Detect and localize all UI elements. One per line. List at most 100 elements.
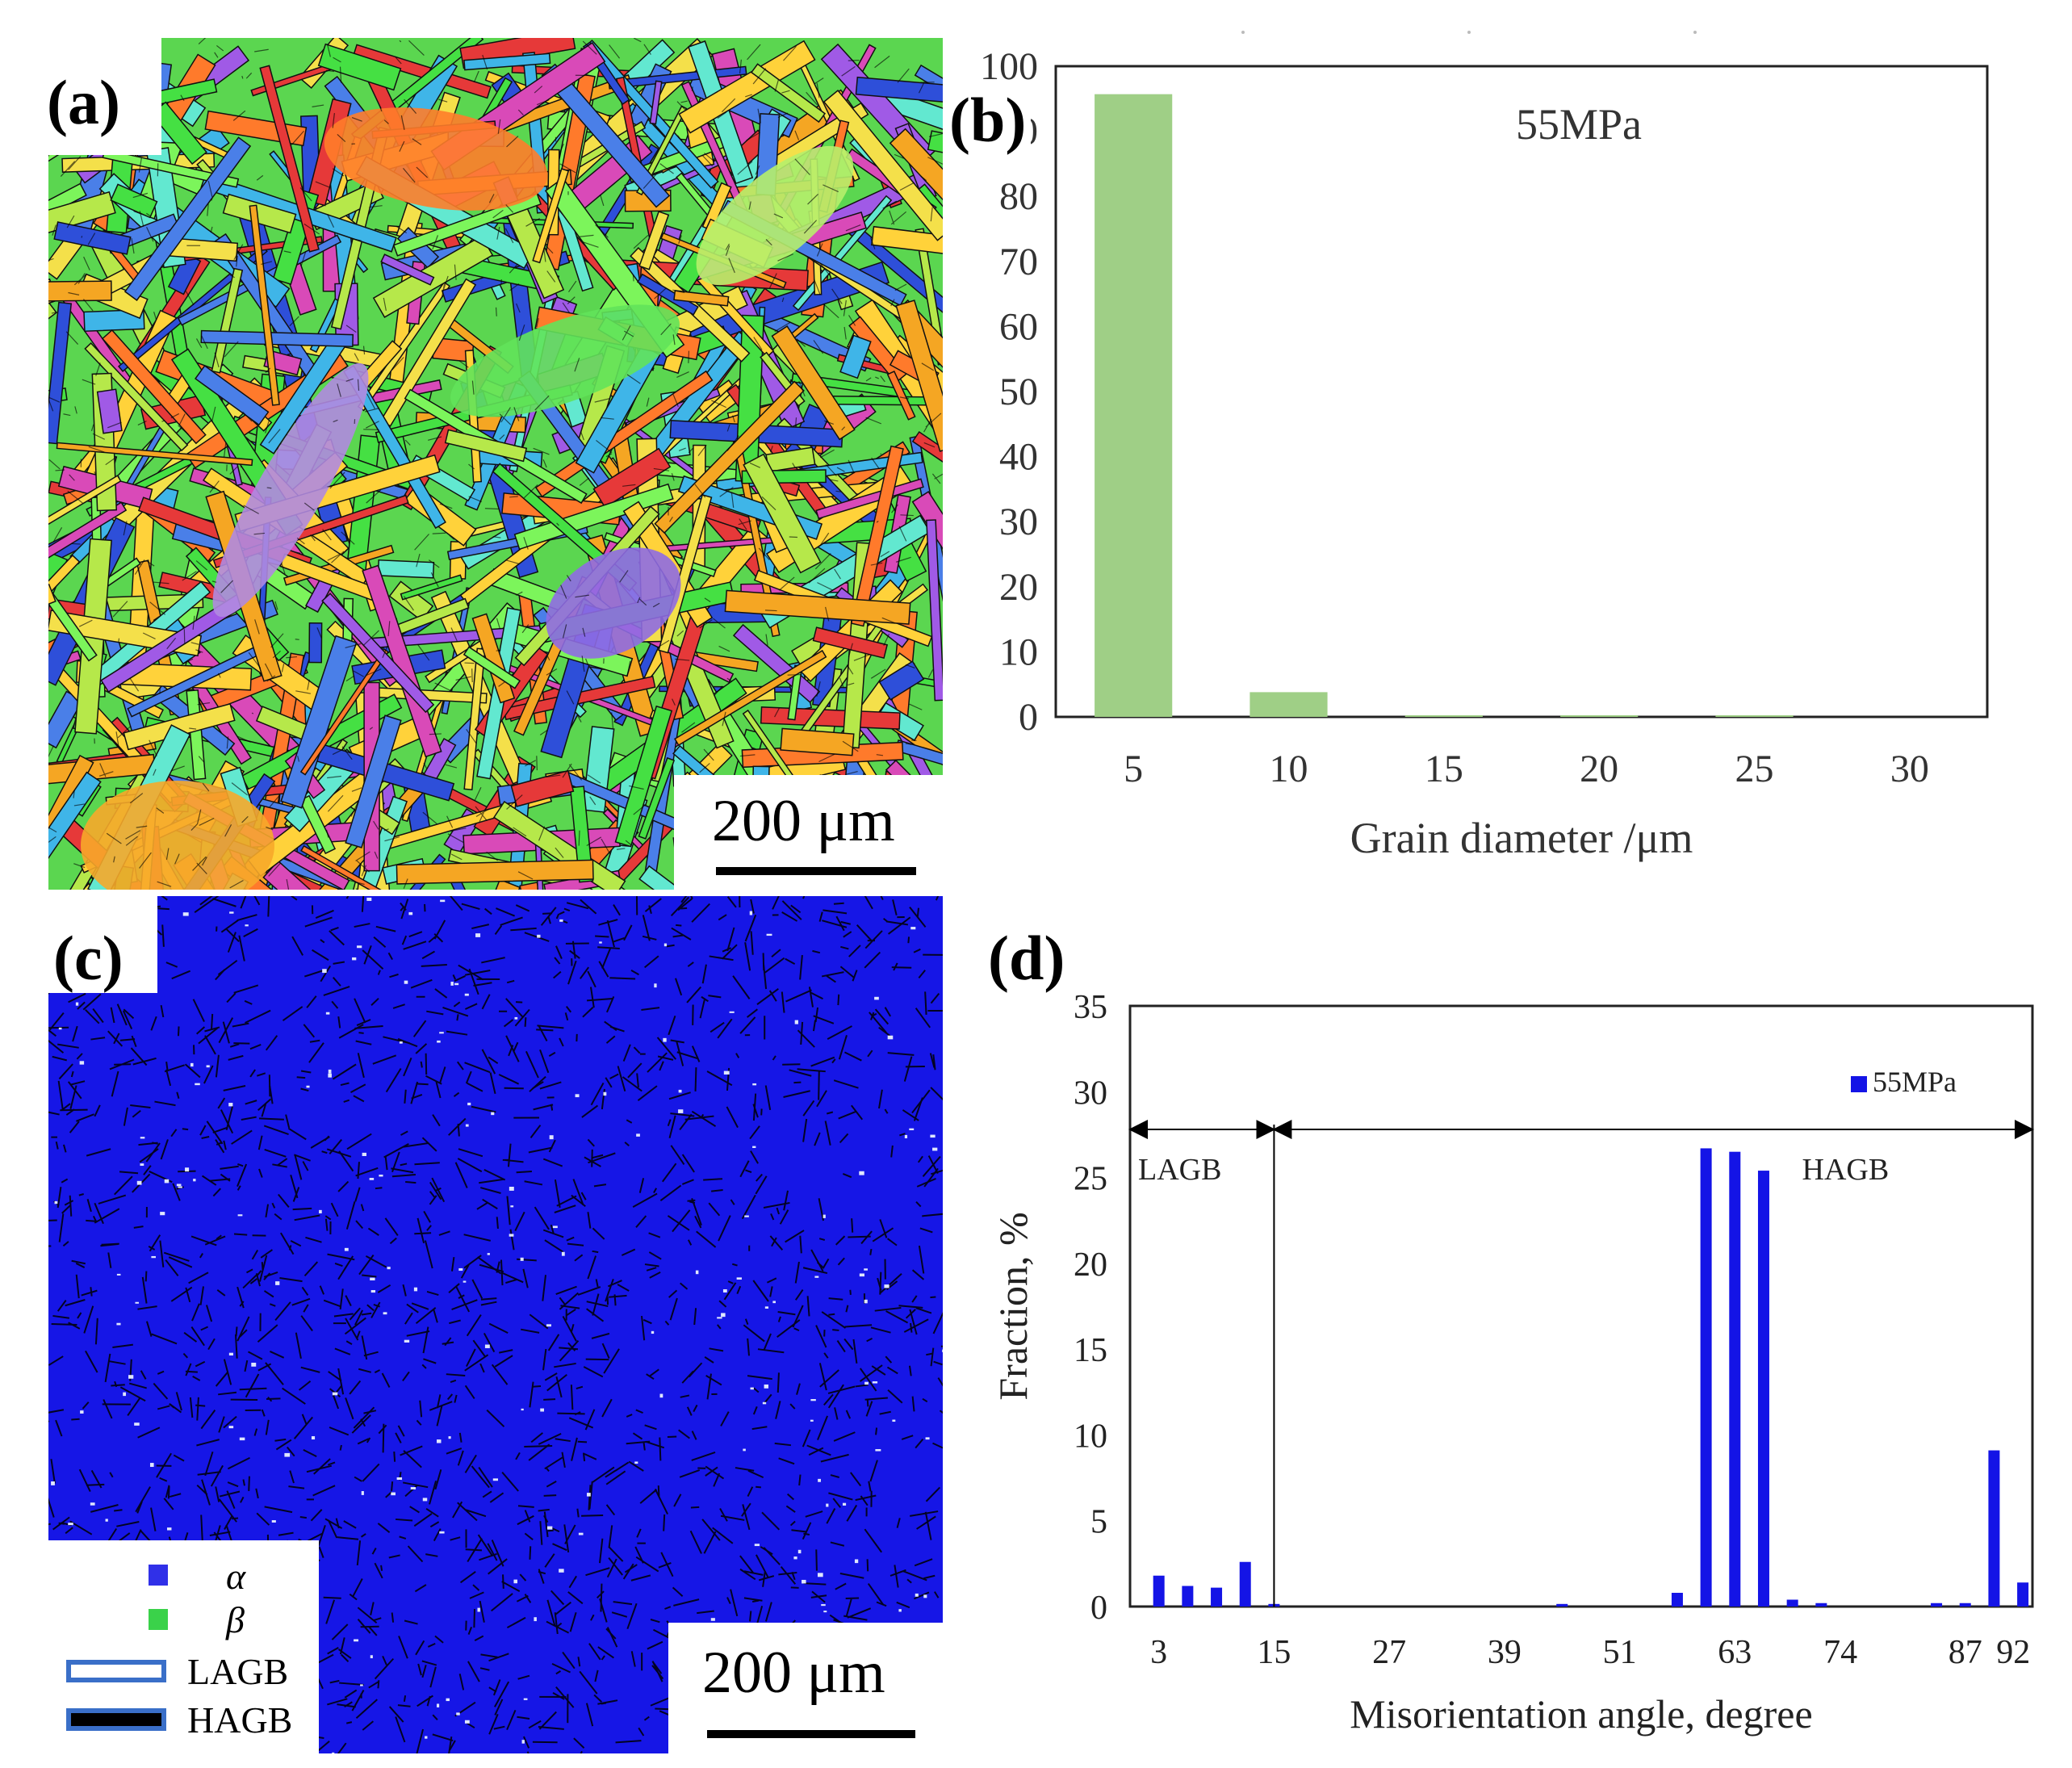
grain-lath xyxy=(926,519,943,702)
boundary-segment xyxy=(823,304,839,319)
hagb-segment xyxy=(843,1338,854,1351)
speck xyxy=(710,1618,715,1621)
hagb-segment xyxy=(554,1612,559,1635)
hagb-segment xyxy=(879,1272,882,1295)
boundary-segment xyxy=(699,763,710,773)
hagb-segment xyxy=(771,949,781,958)
hagb-segment xyxy=(547,1334,560,1351)
speck xyxy=(354,1639,359,1642)
hagb-segment xyxy=(782,1063,801,1066)
boundary-segment xyxy=(660,323,672,336)
boundary-segment xyxy=(624,330,634,337)
hagb-segment xyxy=(449,1319,461,1325)
hagb-segment xyxy=(494,1355,513,1368)
misorientation-bar xyxy=(1700,1148,1712,1607)
boundary-segment xyxy=(245,72,253,79)
hagb-segment xyxy=(331,1000,339,1009)
speck xyxy=(79,1061,85,1065)
hagb-segment xyxy=(571,941,576,959)
hagb-segment xyxy=(654,1488,669,1515)
large-grain xyxy=(81,781,274,890)
boundary-segment xyxy=(794,130,800,140)
hagb-segment xyxy=(757,1348,785,1354)
hagb-segment xyxy=(226,1490,236,1510)
hagb-segment xyxy=(415,1307,437,1325)
hagb-segment xyxy=(812,949,821,954)
boundary-segment xyxy=(303,223,320,235)
boundary-segment xyxy=(345,643,362,649)
hagb-segment xyxy=(165,1062,169,1070)
hagb-segment xyxy=(517,1515,534,1526)
hagb-segment xyxy=(265,1419,270,1435)
grain-lath xyxy=(377,559,435,579)
hagb-segment xyxy=(506,1616,526,1629)
boundary-segment xyxy=(870,562,883,566)
hagb-segment xyxy=(802,1100,815,1117)
hagb-segment xyxy=(577,1286,601,1296)
boundary-segment xyxy=(270,633,284,648)
speck xyxy=(636,1133,640,1137)
hagb-segment xyxy=(637,1085,658,1102)
hagb-segment xyxy=(362,1463,380,1482)
hagb-segment xyxy=(621,1248,636,1256)
speck xyxy=(814,1276,819,1278)
hagb-segment xyxy=(930,1347,935,1367)
hagb-segment xyxy=(421,950,436,960)
boundary-segment xyxy=(513,407,520,421)
hagb-segment xyxy=(775,1401,781,1419)
hagb-segment xyxy=(400,899,409,920)
boundary-segment xyxy=(629,785,644,790)
boundary-segment xyxy=(601,838,611,855)
hagb-segment xyxy=(742,1504,751,1531)
boundary-segment xyxy=(66,215,75,228)
hagb-segment xyxy=(327,1461,336,1466)
boundary-segment xyxy=(748,201,751,210)
boundary-segment xyxy=(632,274,634,282)
hagb-segment xyxy=(588,1485,592,1510)
boundary-segment xyxy=(90,424,94,432)
hagb-segment xyxy=(501,1581,521,1593)
hagb-segment xyxy=(282,1006,303,1021)
hagb-segment xyxy=(244,999,253,1005)
hagb-segment xyxy=(479,1263,504,1273)
boundary-segment xyxy=(774,79,779,92)
hagb-segment xyxy=(324,1215,332,1221)
hagb-segment xyxy=(473,1609,475,1628)
hagb-segment xyxy=(393,1451,396,1462)
hagb-segment xyxy=(119,1386,146,1402)
grain-lath xyxy=(927,130,943,162)
hagb-segment xyxy=(476,1201,489,1210)
boundary-segment xyxy=(813,279,821,295)
hagb-segment xyxy=(86,1148,111,1157)
boundary-segment xyxy=(605,453,613,458)
boundary-segment xyxy=(254,619,260,635)
grain-lath xyxy=(48,650,82,718)
misorientation-bar xyxy=(2017,1582,2029,1607)
hagb-segment xyxy=(68,1322,81,1330)
hagb-segment xyxy=(743,1570,764,1576)
hagb-segment xyxy=(608,1556,623,1576)
hagb-segment xyxy=(896,1601,910,1609)
boundary-segment xyxy=(87,233,96,245)
hagb-segment xyxy=(721,944,738,960)
hagb-segment xyxy=(327,1519,338,1539)
hagb-segment xyxy=(934,1591,940,1598)
hagb-segment xyxy=(471,1465,490,1489)
hagb-segment xyxy=(337,1742,347,1753)
boundary-segment xyxy=(583,241,599,248)
hagb-segment xyxy=(751,1599,760,1603)
hagb-segment xyxy=(257,1324,278,1343)
hagb-segment xyxy=(592,1250,599,1254)
hagb-segment xyxy=(546,1599,556,1627)
grain-lath xyxy=(823,89,943,241)
hagb-segment xyxy=(189,1397,194,1418)
hagb-segment xyxy=(456,1061,464,1070)
hagb-segment xyxy=(258,1255,268,1282)
hagb-segment xyxy=(480,1301,497,1306)
hagb-segment xyxy=(356,1540,362,1566)
hagb-segment xyxy=(368,1626,378,1636)
boundary-segment xyxy=(656,639,670,648)
hagb-segment xyxy=(605,1278,614,1302)
speck xyxy=(176,1184,182,1187)
hagb-segment xyxy=(636,1073,639,1088)
